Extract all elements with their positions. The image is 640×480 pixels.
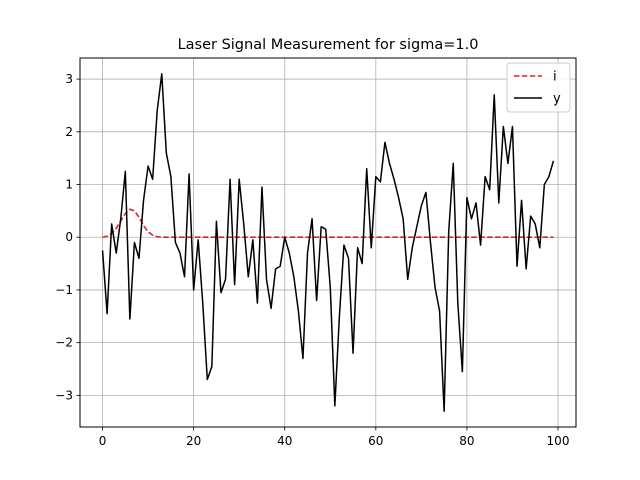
- y-tick-label: 1: [65, 178, 73, 192]
- x-tick-label: 40: [277, 434, 292, 448]
- y-tick-label: 0: [65, 230, 73, 244]
- legend: i y: [506, 62, 571, 113]
- y-axis-ticks: −3 −2 −1 0 1 2 3: [55, 72, 80, 402]
- legend-label-i: i: [553, 70, 557, 85]
- chart-title: Laser Signal Measurement for sigma=1.0: [178, 37, 479, 53]
- x-tick-label: 0: [99, 434, 107, 448]
- series-lines: [101, 73, 555, 412]
- x-tick-label: 60: [368, 434, 383, 448]
- y-tick-label: −1: [55, 283, 73, 297]
- x-tick-label: 20: [186, 434, 201, 448]
- series-line-y: [101, 73, 555, 412]
- legend-label-y: y: [553, 92, 561, 107]
- x-tick-label: 100: [547, 434, 570, 448]
- x-tick-label: 80: [459, 434, 474, 448]
- y-tick-label: 2: [65, 125, 73, 139]
- grid: [80, 58, 576, 427]
- y-tick-label: 3: [65, 72, 73, 86]
- x-axis-ticks: 0 20 40 60 80 100: [99, 427, 570, 448]
- y-tick-label: −3: [55, 388, 73, 402]
- y-tick-label: −2: [55, 336, 73, 350]
- plot-frame: [79, 57, 577, 428]
